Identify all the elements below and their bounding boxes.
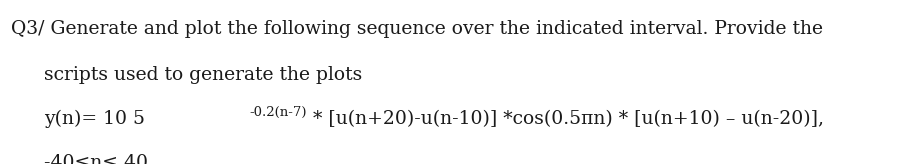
Text: -40≤n≤ 40: -40≤n≤ 40 (44, 154, 148, 164)
Text: scripts used to generate the plots: scripts used to generate the plots (44, 66, 362, 84)
Text: Q3/ Generate and plot the following sequence over the indicated interval. Provid: Q3/ Generate and plot the following sequ… (11, 20, 823, 38)
Text: * [u(n+20)-u(n-10)] *cos(0.5πn) * [u(n+10) – u(n-20)],: * [u(n+20)-u(n-10)] *cos(0.5πn) * [u(n+1… (307, 110, 824, 128)
Text: y(n)= 10 5: y(n)= 10 5 (44, 110, 145, 128)
Text: -0.2(n-7): -0.2(n-7) (250, 106, 307, 119)
